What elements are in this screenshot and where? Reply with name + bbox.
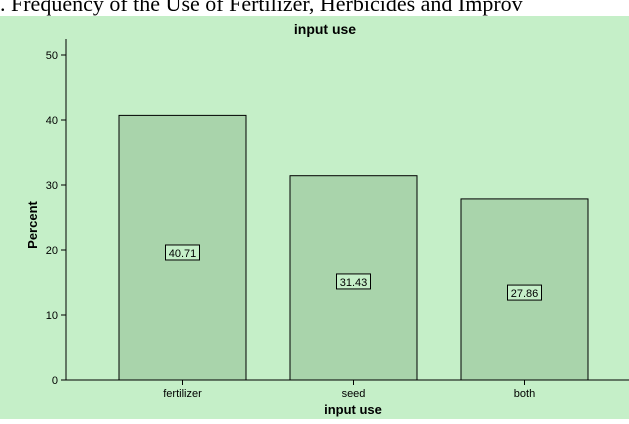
x-tick-label: seed (342, 388, 366, 400)
y-tick-label: 30 (46, 180, 58, 192)
y-tick-label: 40 (46, 115, 58, 127)
y-tick-label: 20 (46, 245, 58, 257)
bar-chart: input use 0 10 20 30 40 50 40.71 31.43 27.86 fe… (0, 16, 629, 419)
y-tick-label: 10 (46, 310, 58, 322)
data-label: 27.86 (511, 288, 539, 300)
y-tick-label: 0 (52, 375, 58, 387)
x-axis-label: input use (324, 402, 382, 417)
y-tick-label: 50 (46, 50, 58, 62)
y-axis-label: Percent (25, 200, 40, 248)
x-tick-label: both (514, 388, 535, 400)
figure-caption: . Frequency of the Use of Fertilizer, He… (0, 0, 523, 16)
x-axis: fertilizer seed both (66, 379, 629, 400)
chart-svg: input use 0 10 20 30 40 50 40.71 31.43 27.86 fe… (0, 16, 629, 419)
y-axis: 0 10 20 30 40 50 (46, 39, 67, 387)
data-label: 31.43 (340, 277, 368, 289)
data-label-box (165, 244, 200, 261)
x-tick-label: fertilizer (163, 388, 202, 400)
data-label: 40.71 (169, 248, 197, 260)
chart-title: input use (294, 21, 356, 37)
data-label-box (336, 273, 371, 290)
data-label-box (507, 284, 542, 301)
